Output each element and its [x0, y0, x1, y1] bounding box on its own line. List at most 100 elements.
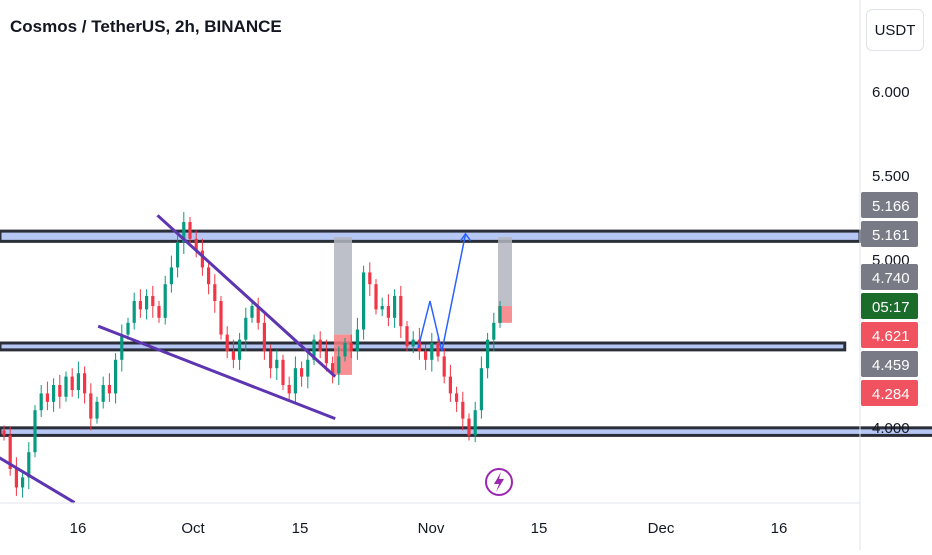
currency-button[interactable]: USDT — [866, 9, 924, 51]
candle-body — [76, 373, 80, 391]
candle-body — [225, 334, 229, 352]
candle-body — [70, 376, 74, 391]
candle-body — [498, 306, 502, 323]
x-tick-label: Oct — [181, 520, 205, 537]
candle-body — [368, 272, 372, 285]
projection-line — [417, 233, 467, 352]
candle-body — [151, 295, 155, 307]
price-badge — [861, 322, 918, 348]
price-badge — [861, 293, 918, 319]
candle-body — [145, 295, 149, 310]
candle-body — [194, 238, 198, 251]
lightning-icon[interactable] — [485, 468, 513, 496]
candle-body — [343, 343, 347, 357]
candle-body — [101, 385, 105, 402]
y-tick-label: 6.000 — [872, 84, 910, 101]
candle-body — [64, 376, 68, 397]
candle-body — [287, 385, 291, 394]
candle-body — [219, 301, 223, 335]
candle-body — [318, 339, 322, 352]
candle-body — [138, 301, 142, 310]
candle-body — [349, 343, 353, 352]
price-badge-label: 4.740 — [872, 270, 910, 287]
candle-body — [39, 393, 43, 411]
candle-body — [355, 329, 359, 352]
candle-body — [479, 368, 483, 411]
candle-body — [188, 222, 192, 239]
trendline-2 — [97, 324, 336, 420]
candle-body — [448, 376, 452, 394]
candle-body — [207, 267, 211, 285]
candle-body — [250, 306, 254, 318]
zone-1 — [0, 341, 847, 352]
price-badge — [861, 192, 918, 218]
candle-body — [45, 393, 49, 402]
price-badge — [861, 380, 918, 406]
trendlines — [0, 214, 337, 504]
candle-body — [492, 322, 496, 340]
price-badge-label: 5.166 — [872, 198, 910, 215]
price-badges: 5.166 5.161 4.740 05:17 4.621 4.459 4.284 — [861, 192, 918, 406]
candle-body — [362, 272, 366, 330]
candle-body — [21, 477, 25, 488]
trendline-1 — [156, 214, 337, 378]
candle-body — [393, 295, 397, 318]
candle-body — [163, 284, 167, 318]
candle-body — [374, 284, 378, 310]
candle-body — [436, 343, 440, 357]
candle-body — [58, 385, 62, 397]
price-badge-label: 5.161 — [872, 227, 910, 244]
y-tick-label: 4.000 — [872, 420, 910, 437]
candle-body — [269, 351, 273, 369]
candle-body — [169, 267, 173, 285]
candle-body — [120, 334, 124, 360]
candle-body — [238, 339, 242, 360]
candle-body — [256, 306, 260, 323]
support-resistance-zones — [0, 229, 932, 437]
candle-body — [126, 322, 130, 335]
candle-body — [132, 301, 136, 323]
position-box-profit-1 — [498, 237, 512, 307]
candle-body — [306, 359, 310, 377]
trendline-0 — [0, 456, 76, 504]
candle-body — [411, 339, 415, 347]
candle-body — [107, 385, 111, 394]
candle-body — [405, 326, 409, 347]
candle-body — [244, 317, 248, 340]
candle-body — [27, 452, 31, 478]
candle-body — [455, 393, 459, 402]
candle-body — [157, 306, 161, 318]
candle-body — [486, 339, 490, 369]
x-tick-label: Nov — [418, 520, 445, 537]
projection-arrowhead — [459, 232, 472, 242]
price-badge-label: 4.459 — [872, 357, 910, 374]
candle-body — [293, 368, 297, 394]
position-box-profit-0 — [334, 237, 352, 335]
projection-path — [417, 232, 472, 352]
candle-body — [262, 322, 266, 352]
price-badge-label: 4.621 — [872, 328, 910, 345]
candle-body — [14, 469, 18, 488]
price-badge — [861, 221, 918, 247]
candle-body — [33, 410, 37, 453]
candle-body — [300, 368, 304, 377]
candle-body — [430, 343, 434, 360]
price-badge — [861, 351, 918, 377]
price-badge — [861, 264, 918, 290]
position-box-loss-0 — [334, 334, 352, 375]
candle-body — [8, 435, 12, 469]
candle-body — [386, 306, 390, 318]
candle-body — [275, 359, 279, 369]
candle-body — [337, 356, 341, 374]
candle-body — [95, 401, 99, 419]
x-tick-label: 15 — [292, 520, 309, 537]
candle-body — [176, 242, 180, 268]
candle-body — [312, 339, 316, 360]
candle-body — [331, 363, 335, 374]
candle-body — [2, 430, 6, 436]
candle-body — [467, 418, 471, 436]
y-tick-label: 5.500 — [872, 168, 910, 185]
